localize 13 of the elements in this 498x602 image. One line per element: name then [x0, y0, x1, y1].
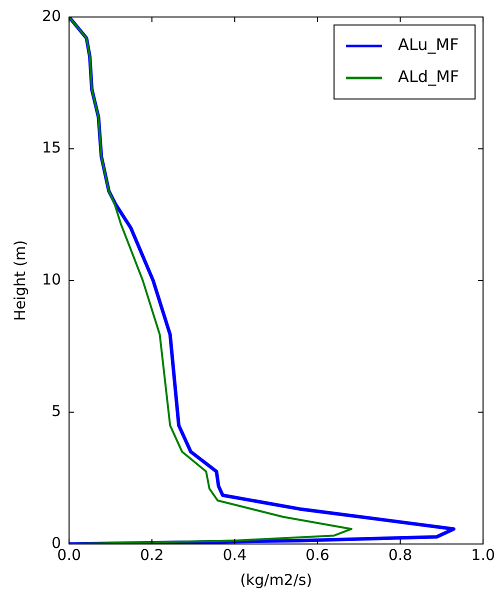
x-tick-label: 0.6: [306, 546, 330, 564]
y-tick-label: 15: [42, 138, 62, 157]
legend-label: ALu_MF: [398, 35, 459, 54]
y-tick-label: 20: [42, 6, 62, 25]
x-tick-label: 1.0: [471, 546, 495, 564]
legend-label: ALd_MF: [398, 67, 460, 86]
x-tick-label: 0.4: [222, 546, 247, 564]
x-tick-label: 0.2: [140, 546, 164, 564]
y-axis-title: Height (m): [10, 240, 29, 321]
y-tick-label: 10: [42, 270, 62, 288]
x-axis-title: (kg/m2/s): [240, 570, 312, 589]
x-tick-label: 0.8: [388, 546, 412, 564]
y-tick-label: 5: [52, 402, 62, 420]
